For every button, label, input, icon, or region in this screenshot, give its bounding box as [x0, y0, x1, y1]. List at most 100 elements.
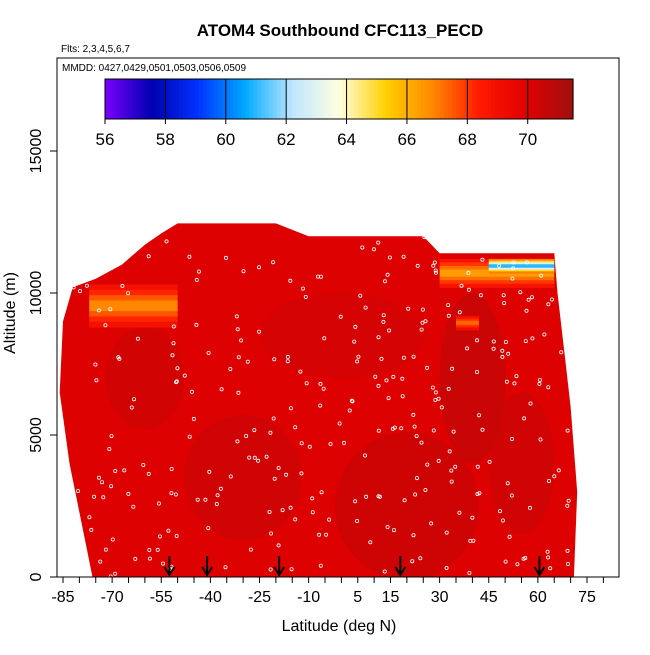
sample-point — [376, 383, 381, 388]
sample-point — [126, 491, 131, 496]
x-axis: -85 -70 -55 -40 -25 -10 5 15 30 45 60 75 — [51, 576, 604, 606]
sample-point — [268, 531, 273, 536]
sample-point — [528, 505, 533, 510]
sample-point — [510, 276, 515, 281]
sample-point — [506, 351, 511, 356]
sample-point — [350, 399, 355, 404]
sample-point — [191, 416, 196, 421]
sample-point — [303, 294, 308, 299]
sample-point — [497, 509, 502, 514]
sample-point — [537, 381, 542, 386]
sample-point — [113, 571, 118, 576]
sample-point — [100, 480, 105, 485]
sample-point — [502, 301, 507, 306]
field-patch — [259, 293, 424, 379]
sample-point — [401, 254, 406, 259]
sample-point — [284, 472, 289, 477]
sample-point — [194, 322, 199, 327]
sample-point — [304, 381, 309, 386]
sample-point — [160, 561, 165, 566]
sample-point — [542, 332, 547, 337]
sample-point — [523, 339, 528, 344]
sample-point — [257, 329, 262, 334]
x-axis-label: Latitude (deg N) — [282, 618, 397, 635]
flight-arrow — [201, 556, 213, 577]
sample-point — [171, 341, 176, 346]
sample-point — [364, 494, 369, 499]
sample-point — [285, 354, 290, 359]
sample-point — [247, 455, 252, 460]
sample-point — [299, 471, 304, 476]
sample-point — [318, 403, 323, 408]
x-tick-label: 75 — [578, 589, 596, 606]
sample-point — [436, 458, 441, 463]
sample-point — [169, 491, 174, 496]
sample-point — [425, 462, 430, 467]
sample-point — [252, 428, 257, 433]
flight-arrow — [533, 556, 546, 577]
sample-point — [120, 283, 125, 288]
sample-point — [96, 308, 101, 313]
sample-point — [126, 291, 131, 296]
sample-point — [545, 549, 550, 554]
sample-point — [228, 366, 233, 371]
colorbar-tick-label: 66 — [397, 130, 416, 149]
sample-point — [164, 239, 169, 244]
sample-point — [289, 567, 294, 572]
sample-point — [131, 504, 136, 509]
colorbar — [104, 78, 574, 120]
sample-point — [471, 538, 476, 543]
colorbar-tick-label: 64 — [337, 130, 356, 149]
sample-point — [244, 433, 249, 438]
sample-point — [264, 454, 269, 459]
sample-point — [157, 534, 162, 539]
sample-point — [457, 510, 462, 515]
sample-point — [218, 486, 223, 491]
sample-point — [433, 268, 438, 273]
sample-point — [514, 374, 519, 379]
sample-point — [316, 532, 321, 537]
sample-point — [268, 567, 273, 572]
sample-point — [447, 449, 452, 454]
sample-point — [328, 441, 333, 446]
sample-point — [504, 379, 509, 384]
sample-point — [371, 247, 376, 252]
sample-point — [113, 468, 118, 473]
colorbar-tick-label: 58 — [156, 130, 175, 149]
sample-point — [353, 324, 358, 329]
sample-point — [103, 547, 108, 552]
sample-point — [386, 328, 391, 333]
sample-point — [505, 481, 510, 486]
sample-point — [385, 525, 390, 530]
sample-point — [223, 565, 228, 570]
sample-point — [418, 556, 423, 561]
sample-point — [101, 495, 106, 500]
sample-point — [459, 283, 464, 288]
sample-point — [235, 439, 240, 444]
sample-point — [256, 458, 261, 463]
sample-point — [546, 302, 551, 307]
sample-point — [376, 335, 381, 340]
sample-point — [420, 307, 425, 312]
sample-point — [245, 359, 250, 364]
sample-point — [356, 354, 361, 359]
sample-point — [446, 386, 451, 391]
colorbar-tick-label: 60 — [216, 130, 235, 149]
sample-point — [433, 270, 438, 275]
sample-point — [215, 493, 220, 498]
sample-point — [182, 373, 187, 378]
sample-point — [521, 556, 526, 561]
sample-point — [71, 529, 76, 534]
colorbar-tick-label: 68 — [458, 130, 477, 149]
sample-point — [537, 378, 542, 383]
sample-point — [310, 496, 315, 501]
sample-point — [549, 297, 554, 302]
sample-point — [214, 501, 219, 506]
sample-point — [293, 425, 298, 430]
sample-point — [415, 263, 420, 268]
x-tick-label: 45 — [480, 589, 498, 606]
sample-point — [299, 441, 304, 446]
sample-point — [187, 434, 192, 439]
sample-point — [175, 366, 180, 371]
